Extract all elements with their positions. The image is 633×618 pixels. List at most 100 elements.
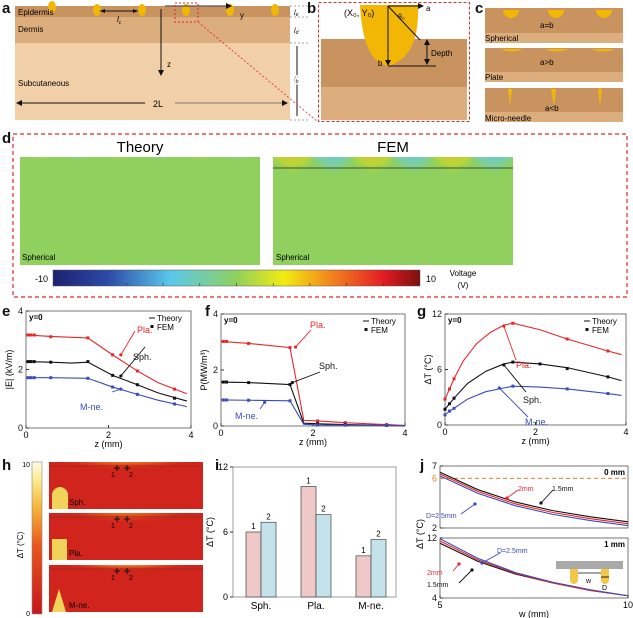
- electrode-spacing-inset: w D: [556, 561, 623, 592]
- fem-point: [288, 399, 292, 403]
- fem-point: [452, 396, 456, 400]
- probe-point-label: 2: [129, 575, 133, 582]
- y-axis-label: y: [240, 11, 244, 20]
- panel-letter-b: b: [307, 0, 317, 17]
- fem-point: [565, 337, 569, 341]
- colorbar-max: 10: [426, 274, 436, 284]
- probe-point-label: 2: [129, 472, 133, 479]
- plate-shape-icon: [52, 539, 67, 560]
- panel-h-temperature-maps: 10 0 ΔT (°C) Sph. 1 2 Pla. 1 2 M-ne. 1 2: [16, 461, 203, 618]
- fem-point: [32, 360, 36, 364]
- y-tick-label: 2: [213, 365, 218, 375]
- series-label-m-ne: M-ne.: [80, 402, 103, 412]
- series-label-sph: Sph.: [319, 361, 338, 371]
- fem-point: [29, 376, 33, 380]
- fem-point: [443, 413, 447, 417]
- layer-label-epidermis: Epidermis: [18, 8, 54, 17]
- probe-point-marker: [124, 516, 130, 522]
- fem-point: [316, 419, 320, 423]
- series-label-sph: Sph.: [133, 352, 152, 362]
- annotation-arrowhead: [293, 345, 298, 349]
- fem-point: [225, 339, 229, 343]
- series-line-2mm: [439, 540, 629, 597]
- y-axis-label: ΔT (°C): [423, 355, 433, 385]
- inset-d-label: D: [602, 585, 607, 592]
- y-axis-label: ΔT (°C): [205, 517, 215, 547]
- fem-point: [225, 398, 229, 402]
- y-tick-label: 6: [432, 473, 437, 483]
- fem-point: [247, 398, 251, 402]
- series-line-1-5mm: [439, 542, 629, 597]
- y-tick-label: 12: [218, 462, 228, 472]
- chart-j-bottom-1mm: 5 10 4 12 w (mm) 1 mm D=2.5mm 2mm 1.5mm: [427, 533, 633, 618]
- negative-voltage-spot: [218, 157, 260, 175]
- annotation-arrowhead: [497, 386, 501, 390]
- fem-point: [606, 349, 610, 353]
- thickness-label-epidermis: le: [294, 10, 299, 18]
- annotation-arrow: [120, 346, 146, 377]
- panel-letter-a: a: [2, 0, 11, 17]
- positive-voltage-spot: [429, 157, 477, 197]
- spherical-shape-icon: [52, 487, 68, 509]
- category-label: M-ne.: [358, 601, 384, 612]
- series-label-pla: Pla.: [137, 325, 153, 335]
- negative-voltage-spot: [469, 157, 513, 197]
- fem-point: [606, 375, 610, 379]
- panel-letter-j: j: [420, 457, 425, 474]
- annotation-arrowhead: [263, 400, 267, 404]
- y-tick-label: 6: [437, 365, 442, 375]
- map-title-fem: FEM: [377, 139, 409, 156]
- x-axis-label: z (mm): [299, 437, 327, 447]
- legend-fem-swatch: [364, 328, 368, 331]
- fem-point: [86, 336, 90, 340]
- annotation-arrow: [460, 503, 476, 515]
- bar-label: 1: [361, 546, 366, 555]
- positive-voltage-spot: [349, 157, 397, 197]
- fem-point: [135, 369, 139, 373]
- fem-point: [448, 387, 452, 391]
- x-axis-label: z (mm): [95, 439, 123, 449]
- y-axis-label: ΔT (°C): [415, 519, 425, 549]
- panel-c-electrode-types: a=b Spherical a>b Plate a<b Micro-needle: [485, 8, 623, 123]
- annotation-arrowhead: [539, 501, 543, 505]
- y-tick-label: 12: [427, 533, 437, 543]
- type-spherical: a=b Spherical: [485, 8, 623, 43]
- panel-letter-f: f: [205, 303, 210, 320]
- fem-point: [511, 321, 515, 325]
- annotation-arrow: [120, 330, 136, 356]
- panel-letter-h: h: [2, 457, 12, 474]
- y-tick-label: 2: [432, 523, 437, 533]
- series-line-m-ne-: [444, 385, 622, 416]
- annotation-arrowhead: [457, 562, 461, 566]
- layer-label-subcutaneous: Subcutaneous: [18, 79, 69, 88]
- fem-point: [111, 385, 115, 389]
- y-tick-label: 4: [18, 306, 23, 316]
- fem-point: [86, 376, 90, 380]
- bar-sph--1: [245, 531, 262, 598]
- annotation-arrowhead: [505, 496, 509, 500]
- svg-text:a<b: a<b: [545, 104, 559, 113]
- y-tick-label: 12: [432, 309, 442, 319]
- fem-point: [49, 360, 53, 364]
- fem-point: [565, 367, 569, 371]
- needle-shape-icon: [52, 589, 66, 612]
- probe-point-label: 1: [111, 523, 115, 530]
- y-tick-label: 2: [18, 365, 23, 375]
- y-tick-label: 0: [18, 423, 23, 433]
- fem-point: [511, 360, 515, 364]
- category-label: Sph.: [251, 601, 272, 612]
- b-axis-label: b: [378, 59, 383, 68]
- fem-point: [173, 387, 176, 391]
- annotation-arrowhead: [119, 353, 123, 357]
- temperature-map-pla-: Pla. 1 2: [49, 513, 203, 560]
- svg-text:Plate: Plate: [485, 73, 504, 82]
- fem-point: [452, 377, 456, 381]
- chart-title: 0 mm: [604, 468, 625, 477]
- plot-frame: [439, 465, 629, 529]
- x-tick-label: 0: [442, 427, 447, 437]
